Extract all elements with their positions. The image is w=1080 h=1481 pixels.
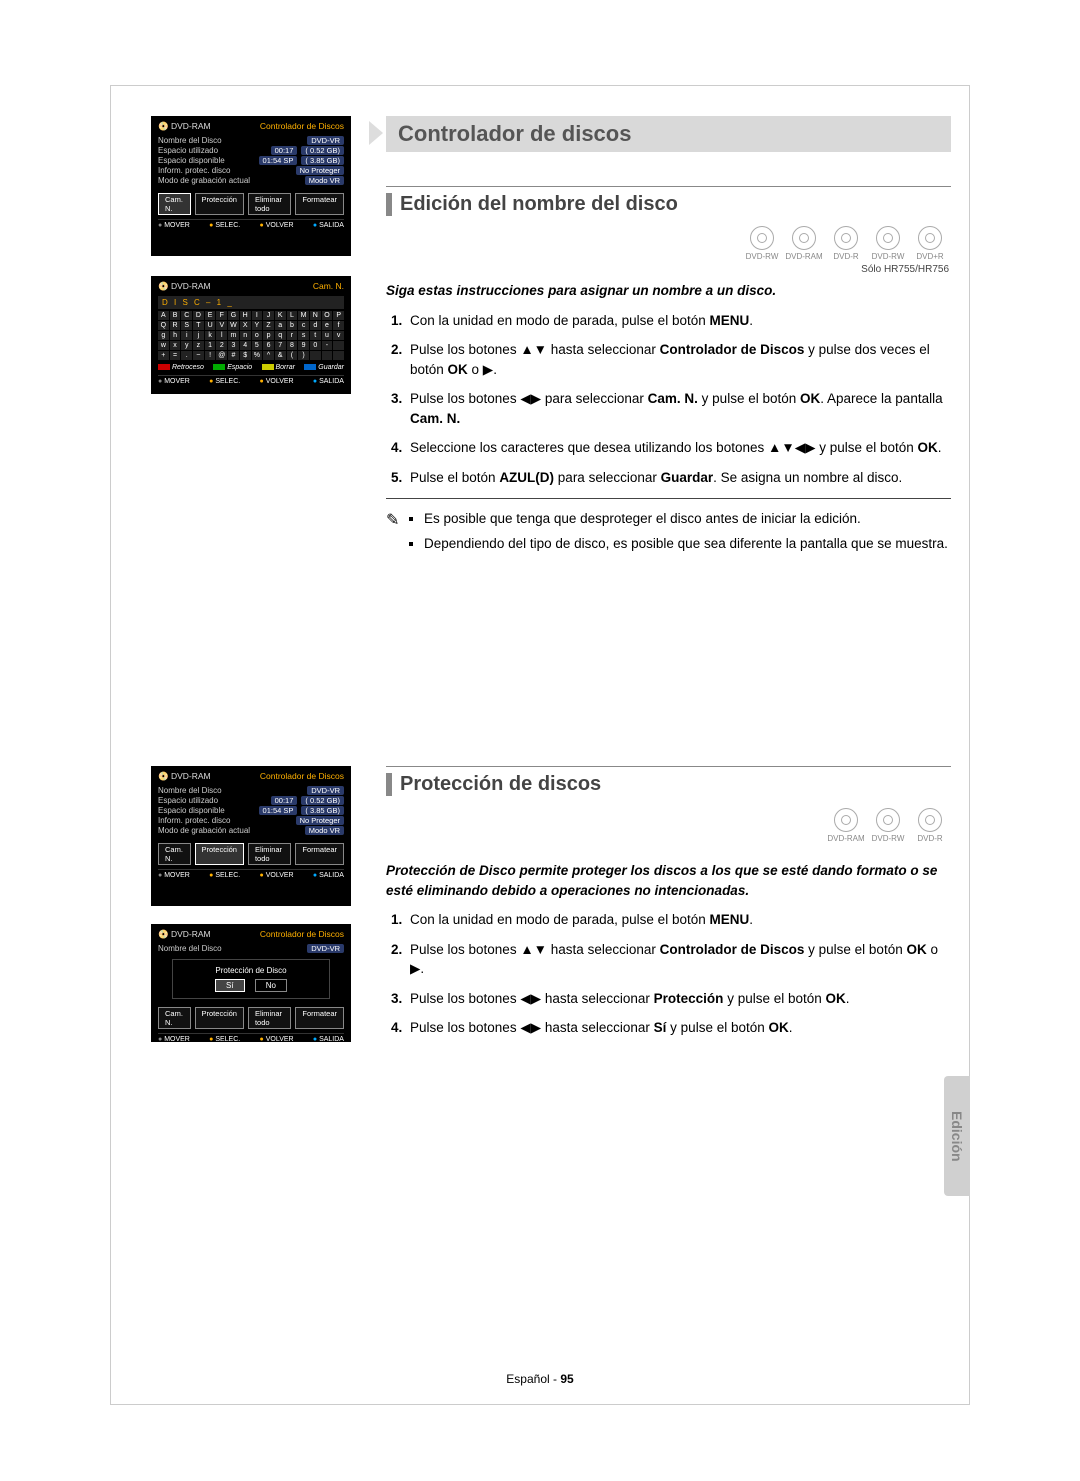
disc-icon-row-1: DVD-RWDVD-RAMDVD-RDVD-RWDVD+R bbox=[743, 226, 949, 261]
osd-shot-protection-dialog: DVD-RAMControlador de Discos Nombre del … bbox=[151, 924, 351, 1042]
page-title: Controlador de discos bbox=[398, 121, 631, 147]
osd-button-row: Cam. N.ProtecciónEliminar todoFormatear bbox=[158, 193, 344, 215]
disc-type-icon: DVD-R bbox=[911, 808, 949, 843]
disc-type-icon: DVD-RAM bbox=[785, 226, 823, 261]
osd-shot-rename: DVD-RAMCam. N. D I S C – 1 _ ABCDEFGHIJK… bbox=[151, 276, 351, 394]
osd-button: Protección bbox=[195, 1007, 244, 1029]
note-icon: ✎ bbox=[386, 509, 408, 560]
steps-list: Con la unidad en modo de parada, pulse e… bbox=[386, 311, 951, 488]
osd-button: Cam. N. bbox=[158, 193, 191, 215]
osd-keyboard: ABCDEFGHIJKLMNOPQRSTUVWXYZabcdefghijklmn… bbox=[158, 311, 344, 360]
page-footer: Español - 95 bbox=[111, 1372, 969, 1386]
section-body-protection: Protección de Disco permite proteger los… bbox=[386, 861, 951, 1048]
osd-dialog: Protección de Disco Sí No bbox=[172, 959, 330, 999]
intro-text: Siga estas instrucciones para asignar un… bbox=[386, 281, 951, 301]
osd-info-rows: Nombre del DiscoDVD-VREspacio utilizado0… bbox=[158, 786, 344, 835]
osd-button: Formatear bbox=[295, 1007, 344, 1029]
step-item: Con la unidad en modo de parada, pulse e… bbox=[406, 910, 951, 930]
step-item: Pulse el botón AZUL(D) para seleccionar … bbox=[406, 468, 951, 488]
disc-type-icon: DVD-RW bbox=[743, 226, 781, 261]
step-item: Seleccione los caracteres que desea util… bbox=[406, 438, 951, 458]
disc-type-icon: DVD-RAM bbox=[827, 808, 865, 843]
osd-footer: MOVER SELEC. VOLVER SALIDA bbox=[158, 869, 344, 879]
osd-button: Protección bbox=[195, 843, 244, 865]
section-heading-protection: Protección de discos bbox=[386, 766, 951, 796]
osd-footer: MOVER SELEC. VOLVER SALIDA bbox=[158, 375, 344, 385]
note-separator bbox=[386, 498, 951, 499]
dialog-yes-button: Sí bbox=[215, 979, 245, 992]
page: Controlador de discos Edición del nombre… bbox=[110, 85, 970, 1405]
disc-icon-row-2: DVD-RAMDVD-RWDVD-R bbox=[827, 808, 949, 843]
arrow-indicator bbox=[369, 121, 383, 145]
step-item: Pulse los botones ▲▼ hasta seleccionar C… bbox=[406, 340, 951, 379]
disc-type-icon: DVD-R bbox=[827, 226, 865, 261]
osd-button: Eliminar todo bbox=[248, 1007, 291, 1029]
note-block: ✎ Es posible que tenga que desproteger e… bbox=[386, 509, 951, 560]
dialog-no-button: No bbox=[255, 979, 287, 992]
page-title-bar: Controlador de discos bbox=[386, 116, 951, 152]
steps-list: Con la unidad en modo de parada, pulse e… bbox=[386, 910, 951, 1038]
note-item: Dependiendo del tipo de disco, es posibl… bbox=[424, 534, 951, 554]
step-item: Pulse los botones ◀▶ hasta seleccionar P… bbox=[406, 989, 951, 1009]
osd-color-legend: Retroceso Espacio Borrar Guardar bbox=[158, 364, 344, 371]
step-item: Con la unidad en modo de parada, pulse e… bbox=[406, 311, 951, 331]
osd-button: Formatear bbox=[295, 843, 344, 865]
osd-shot-disc-manager-2: DVD-RAMControlador de Discos Nombre del … bbox=[151, 766, 351, 906]
osd-name-input: D I S C – 1 _ bbox=[158, 296, 344, 309]
osd-info-rows: Nombre del DiscoDVD-VREspacio utilizado0… bbox=[158, 136, 344, 185]
disc-model-note: Sólo HR755/HR756 bbox=[861, 264, 949, 275]
osd-button: Protección bbox=[195, 193, 244, 215]
intro-text: Protección de Disco permite proteger los… bbox=[386, 861, 951, 900]
osd-shot-disc-manager-1: DVD-RAMControlador de Discos Nombre del … bbox=[151, 116, 351, 256]
step-item: Pulse los botones ▲▼ hasta seleccionar C… bbox=[406, 940, 951, 979]
step-item: Pulse los botones ◀▶ hasta seleccionar S… bbox=[406, 1018, 951, 1038]
osd-footer: MOVER SELEC. VOLVER SALIDA bbox=[158, 1033, 344, 1043]
osd-button-row: Cam. N.ProtecciónEliminar todoFormatear bbox=[158, 843, 344, 865]
osd-button: Formatear bbox=[295, 193, 344, 215]
osd-button: Cam. N. bbox=[158, 843, 191, 865]
osd-button: Cam. N. bbox=[158, 1007, 191, 1029]
step-item: Pulse los botones ◀▶ para seleccionar Ca… bbox=[406, 389, 951, 428]
osd-button-row: Cam. N.ProtecciónEliminar todoFormatear bbox=[158, 1007, 344, 1029]
side-tab: Edición bbox=[944, 1076, 970, 1196]
osd-footer: MOVER SELEC. VOLVER SALIDA bbox=[158, 219, 344, 229]
note-item: Es posible que tenga que desproteger el … bbox=[424, 509, 951, 529]
section-body-edit-name: Siga estas instrucciones para asignar un… bbox=[386, 281, 951, 560]
osd-button: Eliminar todo bbox=[248, 843, 291, 865]
osd-button: Eliminar todo bbox=[248, 193, 291, 215]
disc-type-icon: DVD-RW bbox=[869, 808, 907, 843]
disc-type-icon: DVD-RW bbox=[869, 226, 907, 261]
disc-type-icon: DVD+R bbox=[911, 226, 949, 261]
section-heading-edit-name: Edición del nombre del disco bbox=[386, 186, 951, 216]
